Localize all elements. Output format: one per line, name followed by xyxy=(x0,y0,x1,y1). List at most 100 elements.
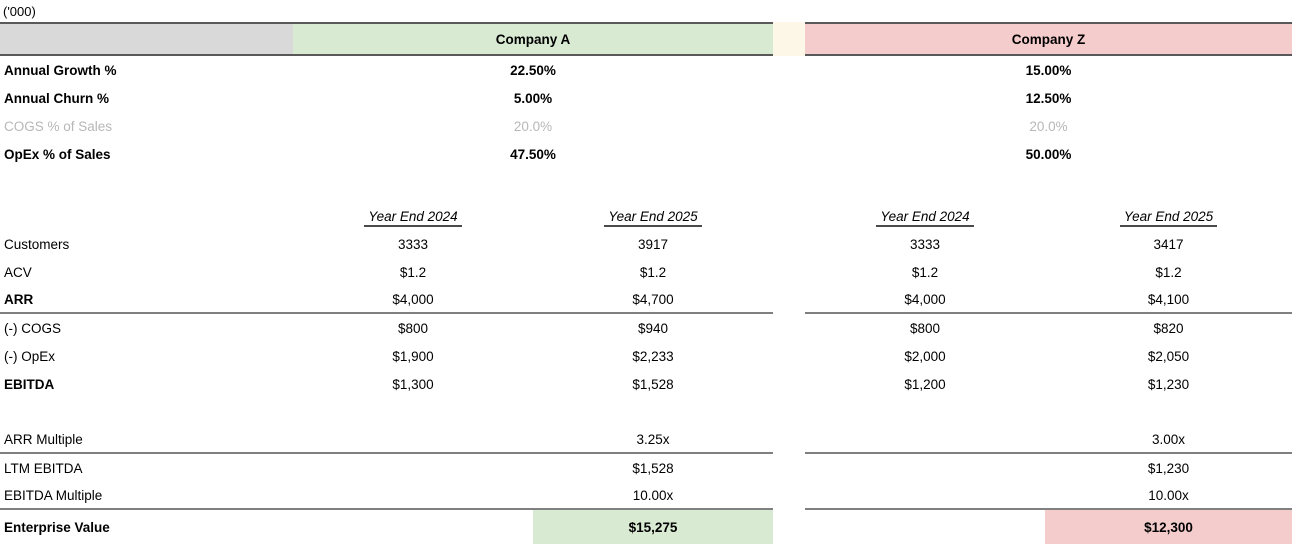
year-header-label: Year End 2025 xyxy=(604,209,702,227)
spacer-cell xyxy=(773,454,805,482)
spacer-cell xyxy=(773,140,805,168)
spacer-cell xyxy=(773,196,805,230)
assumption-row: Annual Churn % 5.00% 12.50% xyxy=(0,84,1292,112)
blank-row xyxy=(0,168,1292,196)
cell-z-2024[interactable]: 3333 xyxy=(909,236,941,252)
cell-z-2024[interactable]: $800 xyxy=(909,320,941,336)
cell-a-2024[interactable]: $4,000 xyxy=(293,286,533,314)
assumption-row: Annual Growth % 22.50% 15.00% xyxy=(0,56,1292,84)
units-label: ('000) xyxy=(3,3,36,19)
valuation-z-value[interactable]: 3.00x xyxy=(1045,426,1292,454)
year-header-z-2025[interactable]: Year End 2025 xyxy=(1045,196,1292,230)
valuation-a-value[interactable]: $1,528 xyxy=(632,460,674,476)
company-z-header[interactable]: Company Z xyxy=(805,22,1292,56)
cell-a-2025[interactable]: $2,233 xyxy=(632,348,674,364)
year-header-label: Year End 2024 xyxy=(364,209,462,227)
row-label[interactable]: EBITDA Multiple xyxy=(0,482,293,510)
cell-z-2025[interactable]: $820 xyxy=(1153,320,1184,336)
model-row: Customers 3333 3917 3333 3417 xyxy=(0,230,1292,258)
assumption-z-value[interactable]: 50.00% xyxy=(1025,146,1072,162)
cell-z-2024[interactable]: $1,200 xyxy=(904,376,946,392)
valuation-z-value[interactable]: $1,230 xyxy=(1147,460,1190,476)
row-label[interactable]: LTM EBITDA xyxy=(4,460,83,476)
assumption-a-value[interactable]: 5.00% xyxy=(513,90,553,106)
assumption-a-value[interactable]: 22.50% xyxy=(510,62,556,78)
spacer-cell xyxy=(773,56,805,84)
cell-a-2025[interactable]: $4,700 xyxy=(533,286,773,314)
row-label[interactable]: EBITDA xyxy=(4,376,55,392)
row-label[interactable]: COGS % of Sales xyxy=(4,118,113,134)
valuation-row: LTM EBITDA $1,528 $1,230 xyxy=(0,454,1292,482)
assumption-z-value[interactable]: 12.50% xyxy=(1025,90,1072,106)
model-row: (-) OpEx $1,900 $2,233 $2,000 $2,050 xyxy=(0,342,1292,370)
cell-z-2025[interactable]: $2,050 xyxy=(1147,348,1190,364)
assumption-a-value[interactable]: 20.0% xyxy=(513,118,553,134)
cell-z-2024[interactable]: $1.2 xyxy=(911,264,939,280)
assumption-a-value[interactable]: 47.50% xyxy=(510,146,556,162)
row-label[interactable]: ACV xyxy=(4,264,32,280)
year-header-label: Year End 2025 xyxy=(1119,209,1218,227)
row-label[interactable]: Annual Churn % xyxy=(4,90,109,106)
spacer-cell xyxy=(773,482,805,510)
cell-z-2025[interactable]: $4,100 xyxy=(1045,286,1292,314)
assumption-z-value[interactable]: 20.0% xyxy=(1029,118,1068,134)
enterprise-value-a-cell[interactable]: $15,275 xyxy=(533,510,773,544)
row-label[interactable]: OpEx % of Sales xyxy=(4,146,111,162)
cell-z-2024[interactable]: $2,000 xyxy=(904,348,946,364)
cell-a-2024[interactable]: $800 xyxy=(397,320,429,336)
valuation-a-value[interactable]: 10.00x xyxy=(533,482,773,510)
assumption-row: COGS % of Sales 20.0% 20.0% xyxy=(0,112,1292,140)
cell-z-2025[interactable]: 3417 xyxy=(1153,236,1184,252)
row-label[interactable]: Enterprise Value xyxy=(4,519,110,535)
corner-cell[interactable] xyxy=(0,22,293,56)
cell-a-2025[interactable]: 3917 xyxy=(637,236,669,252)
row-label[interactable]: ARR xyxy=(0,286,293,314)
year-header-row: Year End 2024 Year End 2025 Year End 202… xyxy=(0,196,1292,230)
row-label[interactable]: ARR Multiple xyxy=(0,426,293,454)
blank-row xyxy=(0,398,1292,426)
year-header-a-2025[interactable]: Year End 2025 xyxy=(533,196,773,230)
enterprise-value-z-cell[interactable]: $12,300 xyxy=(1045,510,1292,544)
empty-cell xyxy=(805,454,1045,482)
spacer-cell xyxy=(773,314,805,342)
spacer-cell xyxy=(773,230,805,258)
spacer-cell xyxy=(773,112,805,140)
valuation-row: EBITDA Multiple 10.00x 10.00x xyxy=(0,482,1292,510)
spacer-cell xyxy=(773,286,805,314)
year-header-a-2024[interactable]: Year End 2024 xyxy=(293,196,533,230)
year-header-z-2024[interactable]: Year End 2024 xyxy=(805,196,1045,230)
units-row: ('000) xyxy=(0,0,1292,22)
spacer-cell xyxy=(773,84,805,112)
cell-a-2025[interactable]: $1.2 xyxy=(639,264,667,280)
assumption-row: OpEx % of Sales 47.50% 50.00% xyxy=(0,140,1292,168)
model-section: Customers 3333 3917 3333 3417 ACV $1.2 $1.2 $1.2… xyxy=(0,230,1292,398)
empty-cell xyxy=(805,482,1045,510)
assumptions-section: Annual Growth % 22.50% 15.00% Annual Churn … xyxy=(0,56,1292,168)
valuation-z-value[interactable]: 10.00x xyxy=(1045,482,1292,510)
cell-a-2025[interactable]: $940 xyxy=(637,320,669,336)
valuation-a-value[interactable]: 3.25x xyxy=(533,426,773,454)
spacer-cell xyxy=(773,22,805,56)
row-label[interactable]: (-) OpEx xyxy=(4,348,56,364)
row-label[interactable]: Annual Growth % xyxy=(4,62,117,78)
empty-cell xyxy=(293,454,533,482)
company-a-header[interactable]: Company A xyxy=(293,22,773,56)
model-row: EBITDA $1,300 $1,528 $1,200 $1,230 xyxy=(0,370,1292,398)
cell-a-2024[interactable]: 3333 xyxy=(397,236,429,252)
assumption-z-value[interactable]: 15.00% xyxy=(1025,62,1072,78)
cell-a-2024[interactable]: $1,300 xyxy=(392,376,434,392)
spacer-cell xyxy=(773,510,805,544)
cell-z-2025[interactable]: $1.2 xyxy=(1155,264,1182,280)
year-header-label: Year End 2024 xyxy=(876,209,974,227)
empty-cell xyxy=(805,426,1045,454)
cell-a-2024[interactable]: $1,900 xyxy=(392,348,434,364)
row-label[interactable]: (-) COGS xyxy=(4,320,61,336)
cell-a-2025[interactable]: $1,528 xyxy=(632,376,674,392)
cell-a-2024[interactable]: $1.2 xyxy=(399,264,427,280)
spacer-cell xyxy=(773,426,805,454)
row-label[interactable]: Customers xyxy=(4,236,70,252)
cell-z-2024[interactable]: $4,000 xyxy=(805,286,1045,314)
cell-z-2025[interactable]: $1,230 xyxy=(1147,376,1190,392)
enterprise-value-row: Enterprise Value $15,275 $12,300 xyxy=(0,510,1292,544)
valuation-row: ARR Multiple 3.25x 3.00x xyxy=(0,426,1292,454)
